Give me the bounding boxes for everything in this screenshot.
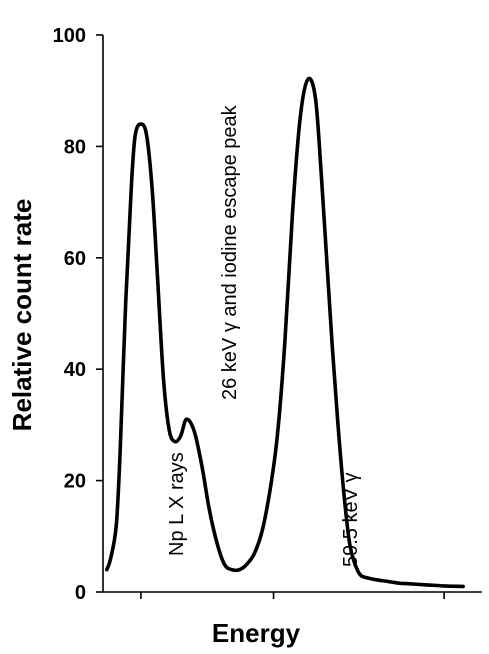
y-tick-label: 100 (53, 25, 86, 47)
spectrum-line (105, 76, 465, 589)
x-ticks (140, 592, 445, 599)
y-tick-label: 60 (64, 248, 86, 270)
y-tick-label: 20 (64, 471, 86, 493)
x-axis (103, 591, 482, 599)
y-ticks: 0 20 40 60 80 100 (53, 25, 103, 604)
y-tick-label: 40 (64, 359, 86, 381)
y-axis-title: Relative count rate (7, 199, 37, 432)
y-tick-label: 0 (75, 582, 86, 604)
y-axis: 0 20 40 60 80 100 (53, 25, 104, 604)
x-axis-title: Energy (212, 618, 301, 648)
y-tick-label: 80 (64, 136, 86, 158)
annotation-np-l-x-rays: Np L X rays (166, 452, 188, 556)
annotation-59kev-gamma: 59.5 keV γ (340, 472, 362, 567)
annotation-26kev-escape-peak: 26 keV γ and iodine escape peak (219, 104, 241, 400)
